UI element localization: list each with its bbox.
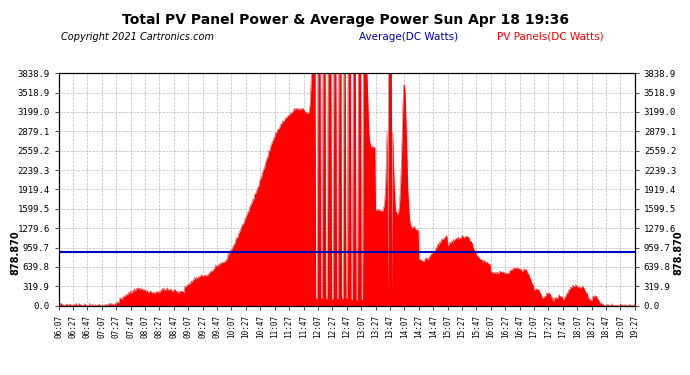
- Text: Total PV Panel Power & Average Power Sun Apr 18 19:36: Total PV Panel Power & Average Power Sun…: [121, 13, 569, 27]
- Text: Copyright 2021 Cartronics.com: Copyright 2021 Cartronics.com: [61, 32, 214, 42]
- Text: PV Panels(DC Watts): PV Panels(DC Watts): [497, 32, 604, 42]
- Text: Average(DC Watts): Average(DC Watts): [359, 32, 458, 42]
- Text: 878.870: 878.870: [673, 230, 683, 275]
- Text: 878.870: 878.870: [10, 230, 21, 275]
